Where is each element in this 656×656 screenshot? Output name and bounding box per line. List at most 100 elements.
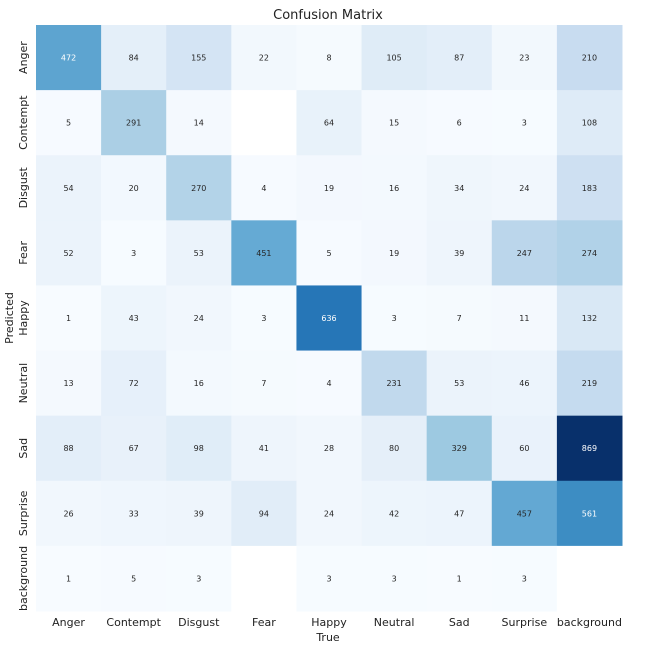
- cell-value-label: 3: [131, 249, 136, 258]
- y-tick-label: background: [17, 546, 30, 611]
- heatmap-cell: [166, 350, 232, 417]
- cell-value-label: 53: [454, 379, 464, 388]
- heatmap-cell: [426, 545, 493, 612]
- heatmap-cell: [231, 25, 297, 91]
- heatmap-cell: [426, 415, 493, 482]
- y-tick-label: Sad: [17, 438, 30, 459]
- cell-value-label: 636: [321, 314, 336, 323]
- x-axis-label: True: [315, 631, 340, 644]
- heatmap-cell: [426, 285, 493, 352]
- cell-value-label: 155: [191, 54, 206, 63]
- heatmap-cell: [556, 155, 623, 221]
- cell-value-label: 26: [63, 509, 73, 518]
- heatmap-cell: [361, 415, 428, 482]
- x-tick-label: Neutral: [374, 616, 415, 629]
- heatmap-cell: [361, 545, 428, 612]
- heatmap-cell: [296, 25, 363, 91]
- cell-value-label: 270: [191, 184, 206, 193]
- heatmap-cell: [36, 545, 102, 612]
- cell-value-label: 210: [582, 54, 597, 63]
- y-axis-label: Predicted: [3, 292, 16, 344]
- heatmap-cell: [166, 545, 232, 612]
- cell-value-label: 41: [259, 444, 269, 453]
- cell-value-label: 329: [452, 444, 467, 453]
- cell-value-label: 274: [582, 249, 597, 258]
- cell-value-label: 34: [454, 184, 464, 193]
- heatmap-cell: [556, 25, 623, 91]
- cell-value-label: 47: [454, 509, 464, 518]
- heatmap-cell: [36, 415, 102, 482]
- cell-value-label: 105: [386, 54, 401, 63]
- heatmap-cell: [491, 25, 558, 91]
- cell-value-label: 1: [457, 574, 462, 583]
- cell-value-label: 3: [522, 574, 527, 583]
- heatmap-cell: [491, 480, 558, 547]
- cell-value-label: 24: [519, 184, 529, 193]
- cell-value-label: 3: [392, 314, 397, 323]
- cell-value-label: 5: [66, 119, 71, 128]
- cell-value-label: 67: [129, 444, 139, 453]
- cell-value-label: 3: [326, 574, 331, 583]
- heatmap-cell: [361, 350, 428, 417]
- heatmap-cell: [556, 285, 623, 352]
- cell-value-label: 5: [131, 574, 136, 583]
- heatmap-cell: [101, 480, 167, 547]
- y-tick-label: Disgust: [17, 166, 30, 208]
- heatmap-cell: [491, 415, 558, 482]
- cell-value-label: 11: [519, 314, 529, 323]
- cell-value-label: 98: [194, 444, 204, 453]
- heatmap-cell: [166, 220, 232, 286]
- heatmap-cell: [36, 480, 102, 547]
- cell-value-label: 3: [196, 574, 201, 583]
- heatmap-cell: [491, 220, 558, 286]
- heatmap-cell: [426, 350, 493, 417]
- heatmap-cell: [101, 350, 167, 417]
- heatmap-cell: [166, 25, 232, 91]
- y-tick-label: Happy: [17, 300, 30, 336]
- cell-value-label: 869: [582, 444, 597, 453]
- heatmap-cell: [231, 545, 297, 612]
- cell-value-label: 16: [389, 184, 399, 193]
- cell-value-label: 8: [326, 54, 331, 63]
- cell-value-label: 3: [392, 574, 397, 583]
- heatmap-cell: [166, 480, 232, 547]
- heatmap-cell: [556, 480, 623, 547]
- heatmap-cell: [426, 90, 493, 156]
- cell-value-label: 42: [389, 509, 399, 518]
- cell-value-label: 22: [259, 54, 269, 63]
- heatmap-cell: [556, 545, 623, 612]
- heatmap-cell: [556, 220, 623, 286]
- heatmap-cell: [426, 25, 493, 91]
- y-tick-label: Contempt: [17, 95, 30, 150]
- heatmap-cell: [296, 155, 363, 221]
- heatmap-cell: [231, 155, 297, 221]
- heatmap-cell: [296, 480, 363, 547]
- heatmap-cell: [361, 220, 428, 286]
- heatmap-cell: [296, 90, 363, 156]
- cell-value-label: 13: [63, 379, 73, 388]
- heatmap-cell: [296, 415, 363, 482]
- heatmap-cell: [101, 90, 167, 156]
- cell-value-label: 6: [457, 119, 462, 128]
- cell-value-label: 19: [324, 184, 334, 193]
- cell-value-label: 88: [63, 444, 73, 453]
- cell-value-label: 33: [129, 509, 139, 518]
- cell-value-label: 1: [66, 574, 71, 583]
- heatmap-cell: [36, 285, 102, 352]
- cell-value-label: 1: [66, 314, 71, 323]
- y-tick-label: Surprise: [17, 490, 30, 536]
- cell-value-label: 54: [63, 184, 73, 193]
- y-tick-label: Neutral: [17, 363, 30, 404]
- cell-value-label: 4: [326, 379, 331, 388]
- heatmap-cell: [166, 90, 232, 156]
- cell-value-label: 16: [194, 379, 204, 388]
- cell-value-label: 28: [324, 444, 334, 453]
- heatmap-cell: [101, 415, 167, 482]
- cell-value-label: 247: [517, 249, 532, 258]
- heatmap-cell: [36, 155, 102, 221]
- x-tick-label: Fear: [252, 616, 276, 629]
- heatmap-cell: [361, 25, 428, 91]
- x-tick-label: Contempt: [106, 616, 161, 629]
